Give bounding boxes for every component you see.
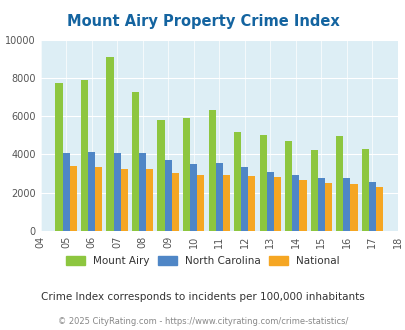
Bar (310, 150, 317, 231)
Bar (62, 153, 70, 231)
Text: Crime Index corresponds to incidents per 100,000 inhabitants: Crime Index corresponds to incidents per… (41, 292, 364, 302)
Bar (132, 92, 139, 231)
Bar (139, 153, 146, 231)
Bar (317, 178, 324, 231)
Bar (241, 167, 248, 231)
Bar (164, 160, 171, 231)
Legend: Mount Airy, North Carolina, National: Mount Airy, North Carolina, National (66, 256, 339, 266)
Bar (361, 149, 368, 231)
Bar (335, 136, 342, 231)
Bar (88, 151, 95, 231)
Bar (157, 120, 164, 231)
Text: Mount Airy Property Crime Index: Mount Airy Property Crime Index (66, 14, 339, 29)
Bar (284, 141, 292, 231)
Bar (222, 176, 229, 231)
Bar (197, 175, 204, 231)
Bar (215, 163, 222, 231)
Bar (368, 182, 375, 231)
Text: © 2025 CityRating.com - https://www.cityrating.com/crime-statistics/: © 2025 CityRating.com - https://www.city… (58, 317, 347, 326)
Bar (266, 172, 273, 231)
Bar (95, 167, 102, 231)
Bar (273, 178, 280, 231)
Bar (342, 178, 350, 231)
Bar (298, 180, 306, 231)
Bar (113, 152, 120, 231)
Bar (233, 132, 241, 231)
Bar (324, 183, 331, 231)
Bar (190, 164, 197, 231)
Bar (183, 118, 190, 231)
Bar (350, 184, 357, 231)
Bar (70, 166, 77, 231)
Bar (146, 169, 153, 231)
Bar (248, 177, 255, 231)
Bar (171, 173, 179, 231)
Bar (259, 135, 266, 231)
Bar (81, 80, 88, 231)
Bar (106, 57, 113, 231)
Bar (375, 187, 382, 231)
Bar (208, 111, 215, 231)
Bar (55, 83, 62, 231)
Bar (292, 176, 298, 231)
Bar (120, 169, 128, 231)
